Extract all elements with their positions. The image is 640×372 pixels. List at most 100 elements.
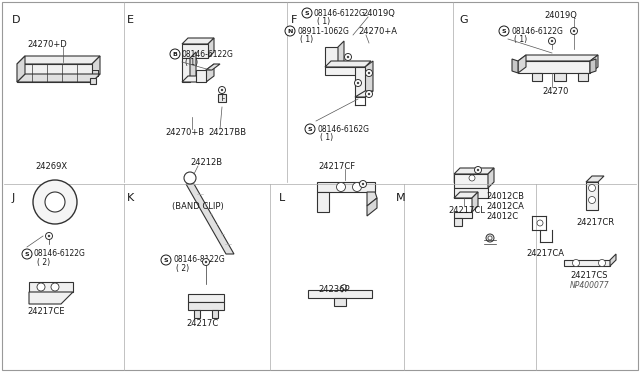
Circle shape	[488, 236, 492, 240]
Polygon shape	[325, 67, 365, 75]
Text: NP400077: NP400077	[570, 280, 610, 289]
Text: F: F	[291, 16, 298, 25]
Circle shape	[589, 185, 595, 192]
Polygon shape	[454, 192, 478, 198]
Circle shape	[368, 72, 370, 74]
Text: 08146-6122G: 08146-6122G	[511, 26, 563, 35]
Text: 08911-1062G: 08911-1062G	[297, 26, 349, 35]
Polygon shape	[518, 61, 590, 73]
Polygon shape	[317, 192, 329, 212]
Polygon shape	[190, 52, 196, 82]
Circle shape	[170, 49, 180, 59]
Circle shape	[221, 89, 223, 91]
Polygon shape	[454, 218, 462, 226]
Polygon shape	[212, 310, 218, 318]
Text: 08146-6162G: 08146-6162G	[317, 125, 369, 134]
Polygon shape	[29, 292, 73, 304]
Text: 24212B: 24212B	[190, 157, 222, 167]
Text: S: S	[308, 126, 312, 131]
Polygon shape	[578, 73, 588, 81]
Polygon shape	[454, 188, 488, 198]
Polygon shape	[586, 176, 604, 182]
Text: L: L	[278, 193, 285, 203]
Polygon shape	[518, 55, 598, 61]
Text: 24217CS: 24217CS	[570, 272, 607, 280]
Polygon shape	[334, 298, 346, 306]
Circle shape	[342, 285, 346, 289]
Polygon shape	[586, 182, 598, 210]
Polygon shape	[554, 73, 566, 81]
Polygon shape	[518, 55, 526, 73]
Polygon shape	[454, 174, 488, 188]
Circle shape	[33, 180, 77, 224]
Polygon shape	[325, 47, 338, 67]
Text: 24236P: 24236P	[318, 285, 349, 295]
Polygon shape	[206, 64, 220, 70]
Circle shape	[362, 183, 364, 185]
Polygon shape	[206, 64, 214, 82]
Circle shape	[337, 183, 346, 192]
Circle shape	[344, 54, 351, 61]
Text: ( 2): ( 2)	[176, 263, 189, 273]
Text: 24012CA: 24012CA	[486, 202, 524, 211]
Text: (BAND CLIP): (BAND CLIP)	[172, 202, 224, 211]
Text: ( 1): ( 1)	[514, 35, 527, 44]
Circle shape	[548, 38, 556, 45]
Circle shape	[51, 283, 59, 291]
Circle shape	[360, 180, 367, 187]
Polygon shape	[208, 38, 214, 58]
Circle shape	[570, 28, 577, 35]
Text: M: M	[396, 193, 405, 203]
Circle shape	[355, 80, 362, 87]
Polygon shape	[325, 61, 371, 67]
Circle shape	[302, 8, 312, 18]
Text: ( 1): ( 1)	[320, 132, 333, 141]
Text: S: S	[164, 257, 168, 263]
Polygon shape	[355, 91, 373, 97]
Text: 24217CA: 24217CA	[526, 250, 564, 259]
Circle shape	[48, 235, 50, 237]
Polygon shape	[308, 290, 372, 298]
Text: S: S	[25, 251, 29, 257]
Circle shape	[45, 232, 52, 240]
Circle shape	[537, 220, 543, 226]
Polygon shape	[355, 67, 365, 97]
Text: 24217CE: 24217CE	[27, 308, 65, 317]
Polygon shape	[454, 168, 494, 174]
Text: N: N	[287, 29, 292, 33]
Circle shape	[551, 40, 553, 42]
Text: 24270+B: 24270+B	[165, 128, 204, 137]
Text: 24270: 24270	[542, 87, 568, 96]
Circle shape	[305, 124, 315, 134]
Circle shape	[573, 260, 579, 266]
Text: ( 1): ( 1)	[185, 58, 198, 67]
Text: 24217CL: 24217CL	[448, 205, 485, 215]
Text: 08146-6122G: 08146-6122G	[314, 9, 366, 17]
Circle shape	[365, 70, 372, 77]
Circle shape	[486, 234, 494, 242]
Polygon shape	[590, 59, 596, 73]
Polygon shape	[188, 302, 224, 310]
Text: 24270+A: 24270+A	[358, 26, 397, 35]
Polygon shape	[186, 184, 234, 254]
Polygon shape	[590, 55, 598, 73]
Polygon shape	[367, 192, 377, 206]
Polygon shape	[365, 61, 373, 97]
Text: B: B	[173, 51, 177, 57]
Polygon shape	[338, 41, 344, 67]
Text: 24270+D: 24270+D	[27, 39, 67, 48]
Polygon shape	[29, 282, 73, 292]
Polygon shape	[182, 38, 214, 44]
Text: 24217BB: 24217BB	[208, 128, 246, 137]
Polygon shape	[512, 59, 518, 73]
Polygon shape	[564, 260, 610, 266]
Polygon shape	[532, 73, 542, 81]
Text: 08146-6122G: 08146-6122G	[34, 250, 86, 259]
Text: 24217C: 24217C	[186, 320, 218, 328]
Circle shape	[368, 93, 370, 95]
Polygon shape	[17, 64, 92, 82]
Text: S: S	[305, 10, 309, 16]
Polygon shape	[317, 182, 375, 192]
Circle shape	[22, 249, 32, 259]
Text: 08146-6122G: 08146-6122G	[182, 49, 234, 58]
